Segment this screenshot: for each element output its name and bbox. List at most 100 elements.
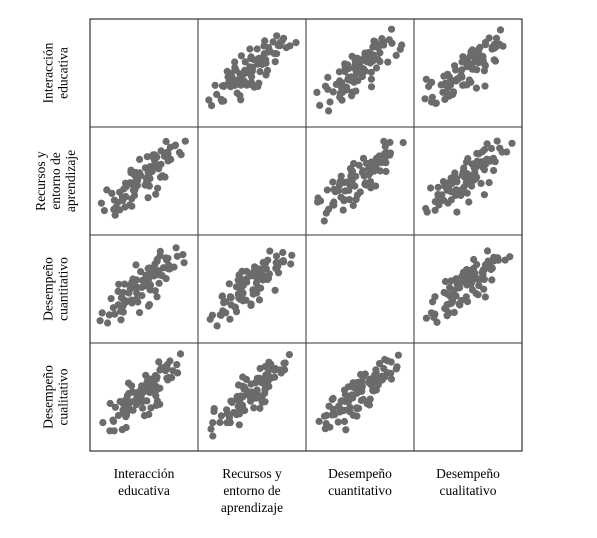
column-label-1-line: Interacción xyxy=(114,466,175,481)
row-label-line: Recursos y xyxy=(33,151,48,211)
scatter-point xyxy=(181,137,189,145)
scatter-point xyxy=(155,358,163,366)
scatter-point xyxy=(346,180,354,189)
scatter-point xyxy=(438,191,446,199)
scatter-point xyxy=(360,172,368,180)
column-label-1-line: educativa xyxy=(118,483,170,498)
scatter-point xyxy=(491,158,499,166)
scatter-point xyxy=(373,155,381,163)
scatter-point xyxy=(125,406,133,414)
scatter-point xyxy=(463,81,471,89)
scatter-point xyxy=(130,191,139,199)
scatter-point xyxy=(384,58,392,66)
panel-r3-c2 xyxy=(197,234,307,344)
scatter-point xyxy=(142,380,151,388)
scatter-point xyxy=(157,160,165,168)
scatter-point xyxy=(488,276,496,284)
scatter-point xyxy=(209,419,217,427)
scatter-point xyxy=(352,195,360,203)
scatter-point xyxy=(325,107,333,115)
scatter-point xyxy=(430,313,438,322)
row-label-line: Desempeño xyxy=(41,365,56,429)
scatter-point xyxy=(168,374,176,382)
scatter-point xyxy=(151,287,159,295)
scatter-point xyxy=(324,73,332,81)
scatter-point xyxy=(481,293,489,301)
scatter-point xyxy=(213,90,221,98)
scatter-point xyxy=(422,314,430,322)
scatter-point xyxy=(166,143,174,151)
scatter-point xyxy=(128,180,136,188)
scatter-point xyxy=(353,412,361,420)
scatter-point xyxy=(316,197,325,205)
scatter-point xyxy=(173,361,181,369)
scatter-point xyxy=(151,372,159,380)
scatter-point xyxy=(434,183,442,191)
scatter-point xyxy=(380,38,388,46)
scatter-point xyxy=(152,392,160,400)
scatter-point xyxy=(450,308,458,316)
scatter-point xyxy=(143,397,151,405)
panel-r3-c1 xyxy=(89,234,199,344)
scatter-point xyxy=(478,148,486,156)
scatter-point xyxy=(144,178,152,186)
scatter-point xyxy=(117,316,125,324)
scatter-point xyxy=(453,208,461,216)
scatter-point xyxy=(447,188,455,196)
scatter-point xyxy=(105,311,113,319)
scatter-point xyxy=(162,150,170,158)
scatter-point xyxy=(153,153,161,161)
scatter-point xyxy=(145,410,153,418)
scatter-point xyxy=(132,296,141,305)
column-label-4-line: Desempeño xyxy=(436,466,500,481)
panel-frame-r3-c3 xyxy=(305,234,415,344)
column-label-2-line: entorno de xyxy=(223,483,280,498)
scatter-point xyxy=(480,166,488,174)
scatter-point xyxy=(136,155,144,163)
scatter-point xyxy=(442,80,450,88)
scatter-point xyxy=(385,36,393,44)
scatter-point xyxy=(180,259,188,267)
scatter-point xyxy=(121,280,129,288)
scatter-point xyxy=(348,73,356,81)
panel-frame-r4-c4 xyxy=(413,342,523,452)
scatter-point xyxy=(394,351,402,359)
row-label-4: Desempeño cualitativo xyxy=(41,365,71,429)
scatter-point xyxy=(287,260,295,268)
scatter-point xyxy=(158,172,166,180)
scatter-point xyxy=(323,186,331,194)
scatter-point xyxy=(342,426,350,434)
scatter-point xyxy=(170,263,178,271)
scatter-point xyxy=(232,76,240,84)
scatter-point xyxy=(271,58,279,66)
scatter-point xyxy=(137,386,145,394)
panel-r3-c3 xyxy=(305,234,415,344)
scatter-point xyxy=(352,87,360,95)
scatter-point xyxy=(350,78,358,86)
scatter-point xyxy=(153,255,161,263)
scatter-point xyxy=(370,166,378,174)
scatter-point xyxy=(483,140,491,148)
scatter-point xyxy=(205,96,213,104)
scatter-point xyxy=(349,394,357,402)
scatter-point xyxy=(151,163,159,171)
scatter-point xyxy=(239,393,247,401)
scatter-point xyxy=(441,277,450,286)
scatter-point xyxy=(99,419,107,427)
scatter-point xyxy=(231,58,239,66)
scatter-point xyxy=(321,82,330,90)
panel-r2-c3 xyxy=(305,126,415,236)
row-label-line: cualitativo xyxy=(56,368,71,425)
scatter-point xyxy=(492,34,501,42)
scatter-point xyxy=(172,244,180,252)
scatter-point xyxy=(331,188,339,196)
scatter-point xyxy=(386,149,395,157)
scatter-point xyxy=(339,206,347,214)
scatter-point xyxy=(464,155,472,163)
scatter-point xyxy=(340,406,349,414)
scatter-point xyxy=(208,102,216,110)
scatter-point xyxy=(179,251,187,259)
scatter-point xyxy=(231,303,239,311)
scatter-point xyxy=(477,179,485,187)
